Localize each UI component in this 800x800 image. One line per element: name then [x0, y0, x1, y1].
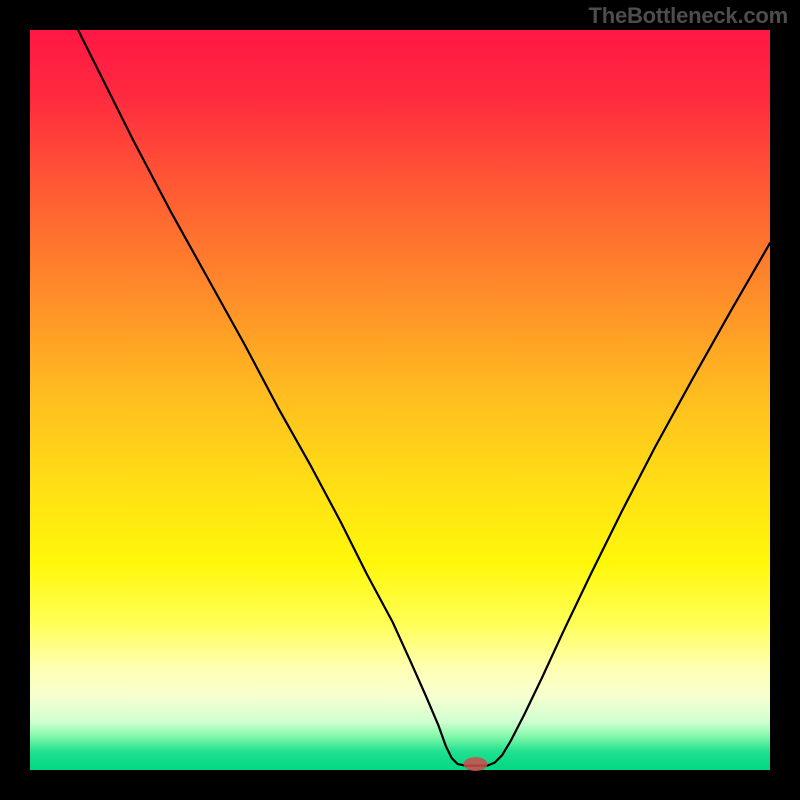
optimal-point-marker — [463, 757, 487, 771]
gradient-plot-area — [30, 30, 770, 770]
bottleneck-chart — [0, 0, 800, 800]
chart-frame: TheBottleneck.com — [0, 0, 800, 800]
watermark-text: TheBottleneck.com — [588, 3, 788, 29]
